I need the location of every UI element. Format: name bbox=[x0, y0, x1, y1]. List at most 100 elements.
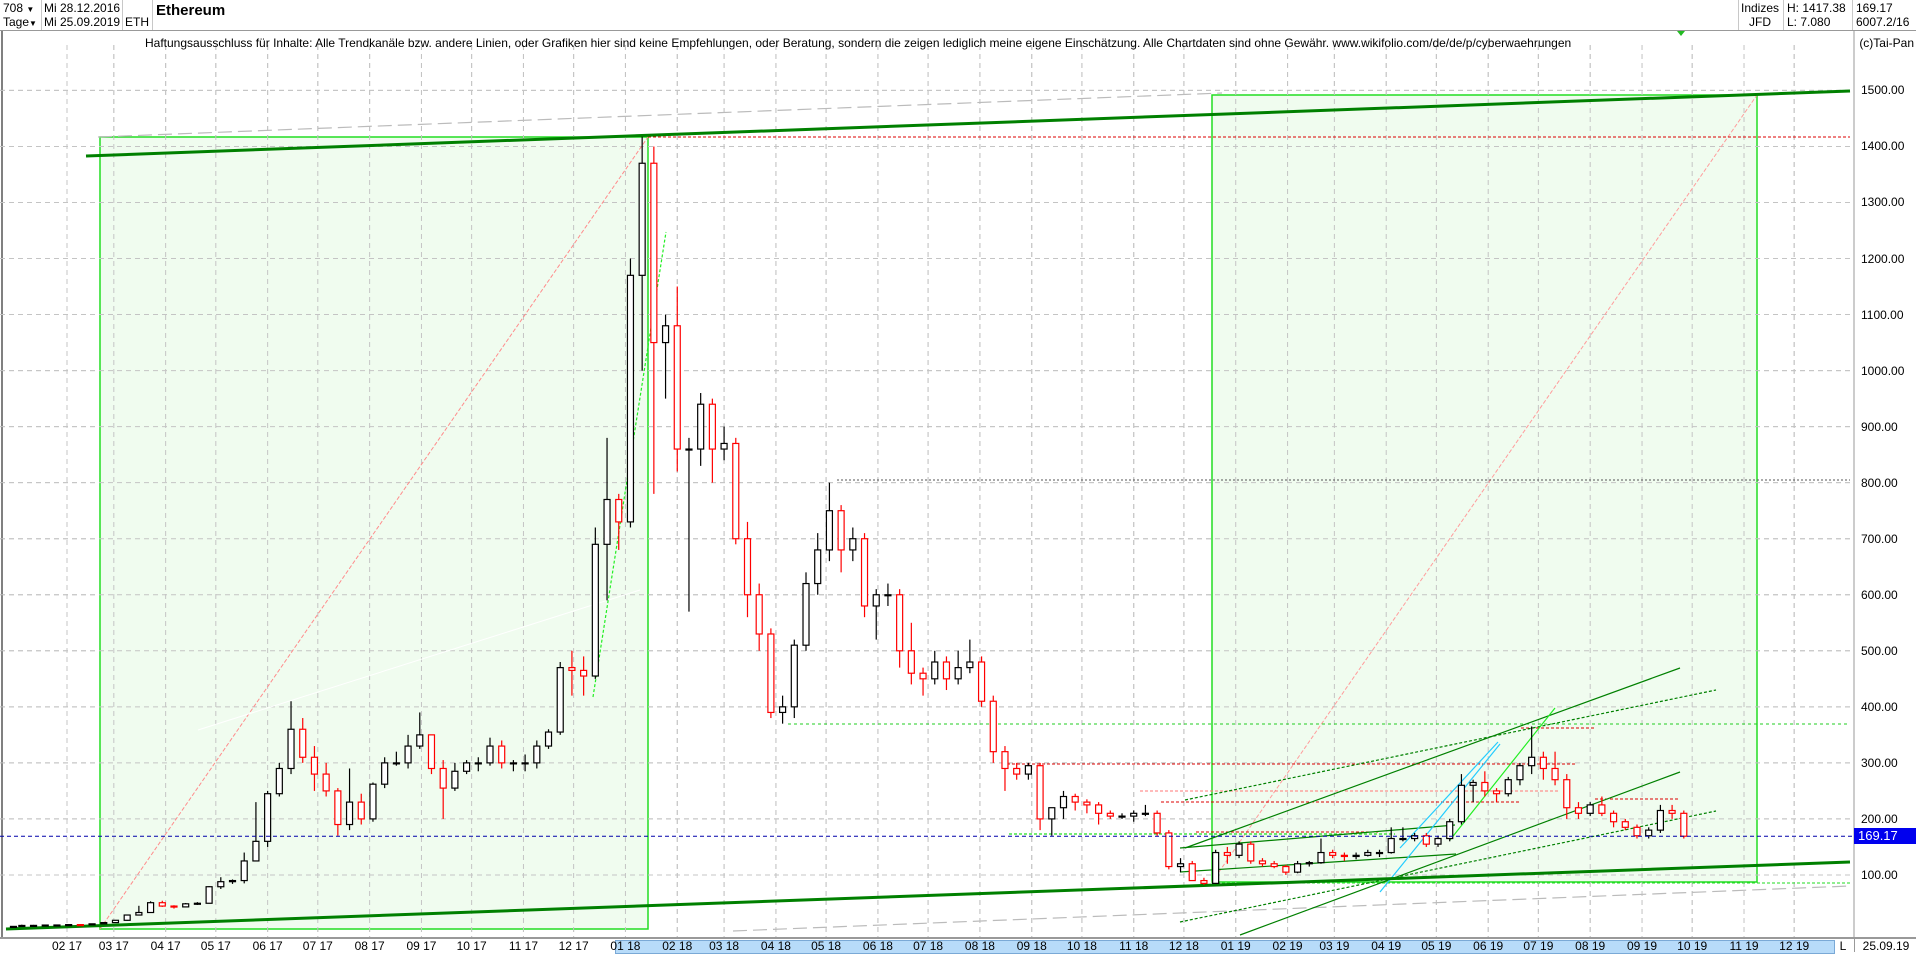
candle[interactable] bbox=[486, 737, 494, 766]
candle[interactable] bbox=[1258, 858, 1267, 867]
candle[interactable] bbox=[1422, 832, 1430, 847]
candle[interactable] bbox=[907, 622, 915, 685]
candle[interactable] bbox=[1095, 802, 1103, 825]
candle[interactable] bbox=[170, 905, 178, 909]
candle[interactable] bbox=[872, 589, 880, 640]
candle[interactable] bbox=[884, 583, 892, 606]
candle[interactable] bbox=[287, 701, 295, 775]
candle[interactable] bbox=[1668, 804, 1676, 819]
candle[interactable] bbox=[790, 639, 798, 719]
candle[interactable] bbox=[860, 533, 869, 618]
candle[interactable] bbox=[1446, 818, 1454, 842]
candle[interactable] bbox=[1317, 838, 1325, 864]
candle[interactable] bbox=[1106, 810, 1114, 819]
candle[interactable] bbox=[977, 656, 986, 707]
channel-lower-dotted[interactable] bbox=[1179, 810, 1717, 923]
candle[interactable] bbox=[1434, 835, 1442, 847]
candle[interactable] bbox=[509, 760, 518, 772]
candle[interactable] bbox=[1516, 762, 1524, 786]
candle[interactable] bbox=[1621, 818, 1629, 831]
candle[interactable] bbox=[615, 493, 623, 550]
candle[interactable] bbox=[1528, 726, 1536, 775]
candle[interactable] bbox=[533, 740, 541, 769]
time-axis[interactable]: 02 17 03 17 04 17 05 17 06 17 07 17 08 17 09 17… bbox=[0, 937, 1916, 954]
candle[interactable] bbox=[1176, 858, 1185, 873]
trendline-bottom-thick[interactable] bbox=[5, 860, 1851, 931]
candle[interactable] bbox=[814, 533, 822, 595]
candle[interactable] bbox=[896, 589, 904, 668]
candle[interactable] bbox=[568, 650, 576, 696]
candle[interactable] bbox=[1282, 864, 1290, 875]
candle[interactable] bbox=[1071, 793, 1079, 811]
candle[interactable] bbox=[966, 639, 974, 674]
candle[interactable] bbox=[1633, 824, 1641, 839]
candle[interactable] bbox=[240, 852, 248, 884]
candle[interactable] bbox=[76, 924, 84, 927]
bar-count-select[interactable]: 708 ▼ bbox=[3, 1, 34, 17]
candle[interactable] bbox=[661, 314, 670, 399]
candle[interactable] bbox=[1387, 827, 1395, 854]
candle[interactable] bbox=[41, 924, 49, 927]
candle[interactable] bbox=[498, 740, 506, 769]
pink-diagonal-left[interactable] bbox=[99, 136, 649, 930]
candle[interactable] bbox=[392, 751, 400, 766]
candle[interactable] bbox=[334, 788, 342, 836]
green-steep-line[interactable] bbox=[1449, 707, 1556, 841]
channel-lower-solid[interactable] bbox=[1239, 771, 1681, 936]
candle[interactable] bbox=[111, 919, 120, 924]
candle[interactable] bbox=[673, 286, 681, 472]
candle[interactable] bbox=[1680, 810, 1688, 839]
candle[interactable] bbox=[1609, 810, 1618, 828]
candle[interactable] bbox=[357, 793, 365, 825]
candle[interactable] bbox=[1212, 849, 1220, 884]
candle[interactable] bbox=[1586, 802, 1594, 817]
candle[interactable] bbox=[849, 527, 857, 562]
candle[interactable] bbox=[1375, 849, 1384, 858]
candle[interactable] bbox=[1469, 779, 1477, 803]
candle[interactable] bbox=[1293, 860, 1302, 874]
candle[interactable] bbox=[1352, 852, 1360, 860]
candle[interactable] bbox=[275, 762, 283, 797]
candle[interactable] bbox=[1013, 762, 1021, 780]
candle[interactable] bbox=[825, 482, 834, 562]
candle[interactable] bbox=[919, 667, 927, 696]
candle[interactable] bbox=[1574, 802, 1583, 819]
candle[interactable] bbox=[1130, 810, 1138, 822]
candle[interactable] bbox=[217, 877, 225, 889]
candle[interactable] bbox=[720, 426, 728, 461]
trendline-top-thick[interactable] bbox=[85, 89, 1851, 158]
candle[interactable] bbox=[697, 393, 705, 466]
cyan-channel-line-2[interactable] bbox=[1399, 741, 1499, 849]
candle[interactable] bbox=[626, 258, 635, 528]
candle[interactable] bbox=[1305, 860, 1313, 867]
candle[interactable] bbox=[556, 662, 564, 735]
pink-diagonal-right[interactable] bbox=[1211, 94, 1758, 883]
candle[interactable] bbox=[135, 905, 143, 916]
candle[interactable] bbox=[1188, 860, 1196, 882]
candle[interactable] bbox=[603, 437, 611, 601]
candle[interactable] bbox=[427, 734, 436, 775]
candle[interactable] bbox=[193, 902, 201, 905]
cyan-channel-line-1[interactable] bbox=[1379, 743, 1501, 893]
candle[interactable] bbox=[544, 729, 553, 749]
candle[interactable] bbox=[1059, 790, 1068, 819]
candle[interactable] bbox=[65, 924, 73, 927]
candle[interactable] bbox=[521, 754, 529, 772]
gray-dashed-line-bottom[interactable] bbox=[732, 885, 1851, 932]
candle[interactable] bbox=[685, 437, 693, 612]
candle[interactable] bbox=[9, 925, 18, 929]
candle[interactable] bbox=[404, 734, 412, 769]
candle[interactable] bbox=[182, 902, 190, 908]
candle[interactable] bbox=[778, 695, 787, 724]
candle[interactable] bbox=[158, 900, 166, 907]
candle[interactable] bbox=[439, 760, 447, 819]
candle[interactable] bbox=[1235, 841, 1243, 859]
candle[interactable] bbox=[100, 921, 108, 925]
candle[interactable] bbox=[989, 695, 997, 763]
candle[interactable] bbox=[1141, 804, 1150, 817]
interval-select[interactable]: Tage▼ bbox=[3, 15, 37, 31]
candle[interactable] bbox=[1048, 807, 1056, 836]
candle[interactable] bbox=[1165, 830, 1173, 870]
candle[interactable] bbox=[369, 782, 377, 822]
